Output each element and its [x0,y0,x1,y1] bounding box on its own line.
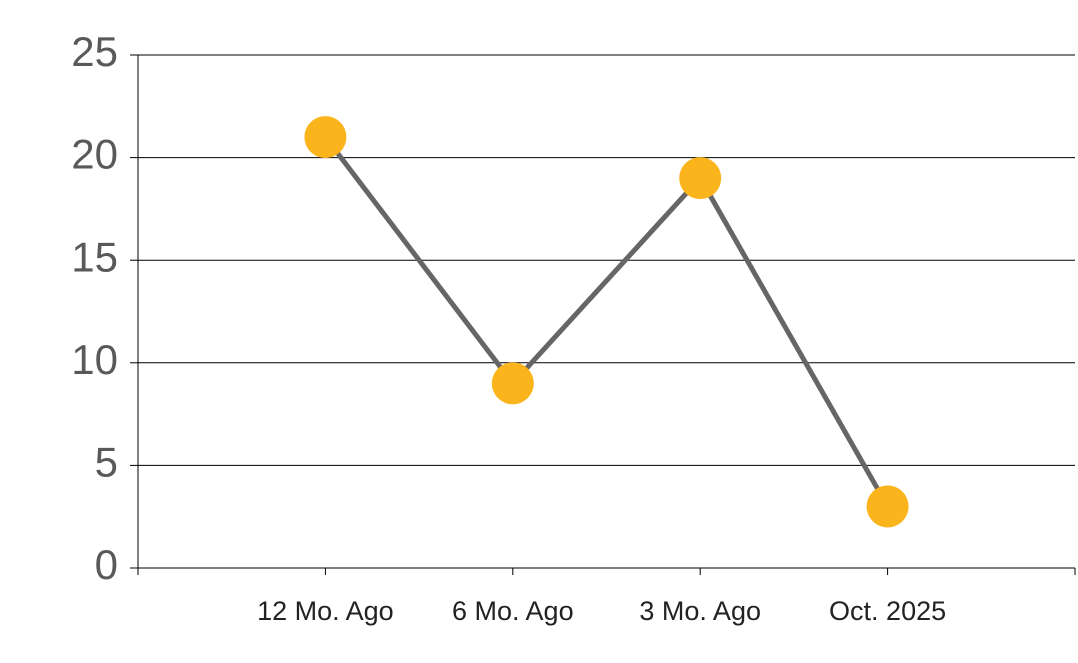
marker [679,157,722,200]
x-tick-label: 12 Mo. Ago [257,596,394,626]
x-tick-label: Oct. 2025 [829,596,946,626]
y-tick-label: 0 [95,541,118,588]
marker [304,116,347,159]
line [323,135,890,508]
y-tick-label: 15 [71,233,118,280]
y-tick-label: 5 [95,438,118,485]
y-tick-label: 10 [71,336,118,383]
x-tick-label: 3 Mo. Ago [639,596,761,626]
marker [866,485,909,528]
y-tick-label: 25 [71,28,118,75]
y-tick-label: 20 [71,131,118,178]
marker [491,362,534,405]
x-tick-label: 6 Mo. Ago [452,596,574,626]
